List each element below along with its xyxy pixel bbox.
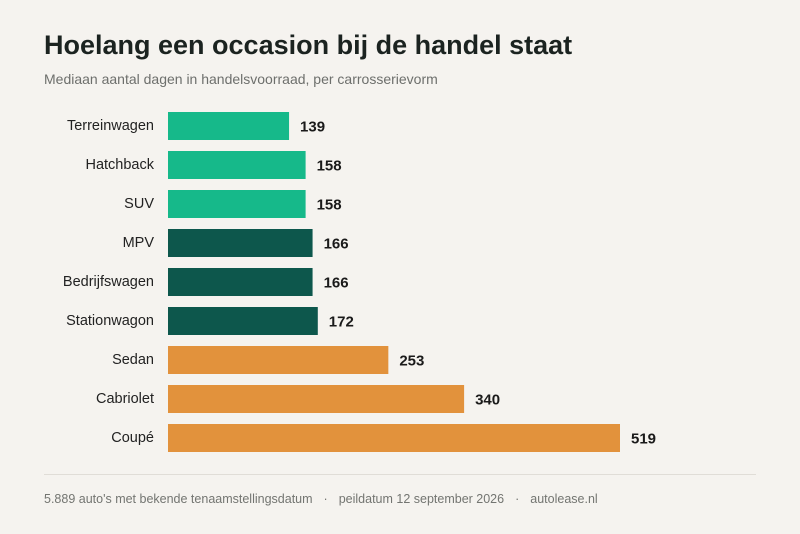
bar-cabriolet [168, 385, 465, 413]
bar-suv [168, 190, 306, 218]
bar-hatchback [168, 151, 306, 179]
chart-title: Hoelang een occasion bij de handel staat [44, 30, 573, 60]
value-label-suv: 158 [317, 197, 342, 214]
bar-stationwagon [168, 307, 318, 335]
footer-date: peildatum 12 september 2026 [338, 492, 505, 506]
value-label-cabriolet: 340 [475, 392, 500, 409]
footer-separator: · [515, 492, 520, 506]
category-label-terreinwagen: Terreinwagen [67, 118, 154, 134]
bar-mpv [168, 229, 313, 257]
category-label-coupe: Coupé [111, 430, 154, 446]
category-label-mpv: MPV [123, 235, 155, 251]
value-label-coupe: 519 [631, 431, 656, 448]
footer-separator: · [323, 492, 328, 506]
bar-bedrijfswagen [168, 268, 313, 296]
value-label-hatchback: 158 [317, 158, 342, 175]
footer-count: 5.889 auto's met bekende tenaamstellings… [44, 492, 313, 506]
value-label-terreinwagen: 139 [300, 119, 325, 136]
value-label-stationwagon: 172 [329, 314, 354, 331]
value-label-bedrijfswagen: 166 [324, 275, 349, 292]
category-label-sedan: Sedan [112, 352, 154, 368]
category-label-cabriolet: Cabriolet [96, 391, 154, 407]
value-label-sedan: 253 [399, 353, 424, 370]
footer-divider [44, 474, 756, 475]
category-label-stationwagon: Stationwagon [66, 313, 154, 329]
category-label-bedrijfswagen: Bedrijfswagen [63, 274, 154, 290]
chart-subtitle: Mediaan aantal dagen in handelsvoorraad,… [44, 71, 438, 87]
footer: 5.889 auto's met bekende tenaamstellings… [44, 492, 598, 506]
value-label-mpv: 166 [324, 236, 349, 253]
category-label-suv: SUV [124, 196, 154, 212]
bar-terreinwagen [168, 112, 290, 140]
bar-coupe [168, 424, 620, 452]
bar-chart: Terreinwagen 139 Hatchback 158 SUV 158 MPV 166 B… [63, 112, 656, 452]
bar-sedan [168, 346, 389, 374]
footer-source: autolease.nl [530, 492, 598, 506]
category-label-hatchback: Hatchback [85, 157, 154, 173]
